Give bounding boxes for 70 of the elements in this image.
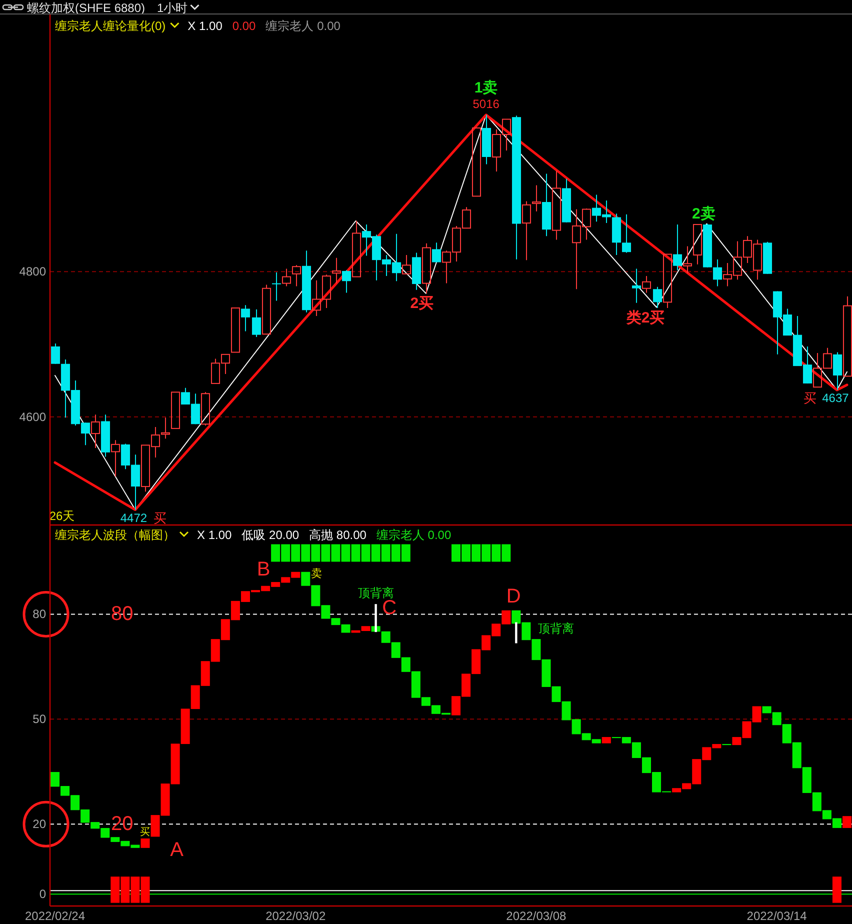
candlestick bbox=[332, 257, 342, 284]
candlestick bbox=[282, 268, 292, 287]
candlestick bbox=[552, 170, 562, 240]
annotation: B bbox=[256, 558, 270, 580]
candlestick bbox=[692, 224, 702, 265]
annotation: 0.00 bbox=[232, 19, 256, 33]
annotation: X 1.00 bbox=[188, 19, 223, 33]
annotation: X 1.00 bbox=[197, 528, 232, 542]
y-tick-label: 20 bbox=[32, 817, 46, 832]
annotation: 类2买 bbox=[625, 309, 665, 326]
annotation: 缠宗老人缠论量化(0) bbox=[55, 19, 166, 33]
x-tick-label: 2022/03/02 bbox=[266, 909, 326, 923]
x-tick-label: 2022/03/08 bbox=[506, 909, 567, 923]
chart-subtitle: 1小时 bbox=[157, 1, 188, 15]
candlestick bbox=[682, 246, 692, 274]
candlestick bbox=[532, 184, 542, 212]
annotation: D bbox=[506, 585, 521, 608]
annotation: 缠宗老人 0.00 bbox=[376, 528, 452, 542]
chart-title: 螺纹加权(SHFE 6880) bbox=[27, 1, 146, 15]
annotation: 2卖 bbox=[692, 205, 716, 222]
ref-line-label: 20 bbox=[111, 813, 134, 836]
annotation: 5016 bbox=[472, 96, 500, 111]
y-tick-label: 50 bbox=[32, 712, 46, 726]
annotation: 卖 bbox=[311, 566, 322, 580]
candlestick bbox=[622, 214, 632, 254]
candlestick bbox=[402, 254, 412, 274]
candlestick bbox=[352, 220, 362, 278]
annotation: A bbox=[170, 838, 184, 861]
candlestick bbox=[712, 258, 722, 287]
annotation: 缠宗老人 0.00 bbox=[266, 19, 341, 33]
annotation: 4472 bbox=[120, 510, 148, 525]
annotation: 26天 bbox=[49, 509, 75, 523]
annotation: 缠宗老人波段（幅图） bbox=[55, 528, 175, 542]
candlestick bbox=[662, 254, 672, 308]
annotation: 顶背离 bbox=[538, 621, 574, 636]
candlestick bbox=[262, 284, 272, 335]
candlestick bbox=[432, 242, 442, 263]
ref-line-label: 80 bbox=[111, 603, 134, 626]
candlestick bbox=[110, 440, 120, 477]
candlestick bbox=[642, 276, 652, 294]
bar bbox=[515, 622, 518, 644]
candlestick bbox=[842, 296, 852, 377]
x-tick-label: 2022/03/14 bbox=[746, 909, 808, 923]
annotation: 高抛 80.00 bbox=[309, 528, 367, 542]
bar bbox=[832, 876, 842, 903]
candlestick bbox=[832, 352, 842, 390]
y-tick-label: 4800 bbox=[19, 264, 46, 279]
candlestick bbox=[342, 270, 352, 294]
candlestick bbox=[422, 242, 432, 294]
candlestick bbox=[90, 414, 100, 449]
candlestick bbox=[292, 264, 302, 287]
annotation: 买 bbox=[803, 390, 816, 406]
candlestick bbox=[522, 200, 532, 261]
candlestick bbox=[632, 268, 642, 304]
y-tick-label: 0 bbox=[39, 887, 46, 902]
candlestick bbox=[50, 343, 60, 364]
y-tick-label: 80 bbox=[32, 607, 46, 622]
candlestick bbox=[652, 286, 662, 308]
annotation: 2买 bbox=[410, 294, 434, 312]
candlestick bbox=[252, 308, 262, 338]
annotation: 低吸 20.00 bbox=[242, 528, 300, 542]
y-tick-label: 4600 bbox=[19, 410, 46, 424]
annotation: 买 bbox=[140, 826, 150, 838]
candlestick bbox=[272, 272, 282, 302]
candlestick bbox=[240, 304, 250, 332]
annotation: 4637 bbox=[822, 390, 850, 405]
annotation: 买 bbox=[154, 510, 167, 526]
x-tick-label: 2022/02/24 bbox=[24, 909, 86, 923]
candlestick bbox=[672, 224, 682, 271]
annotation: 1卖 bbox=[474, 79, 498, 96]
